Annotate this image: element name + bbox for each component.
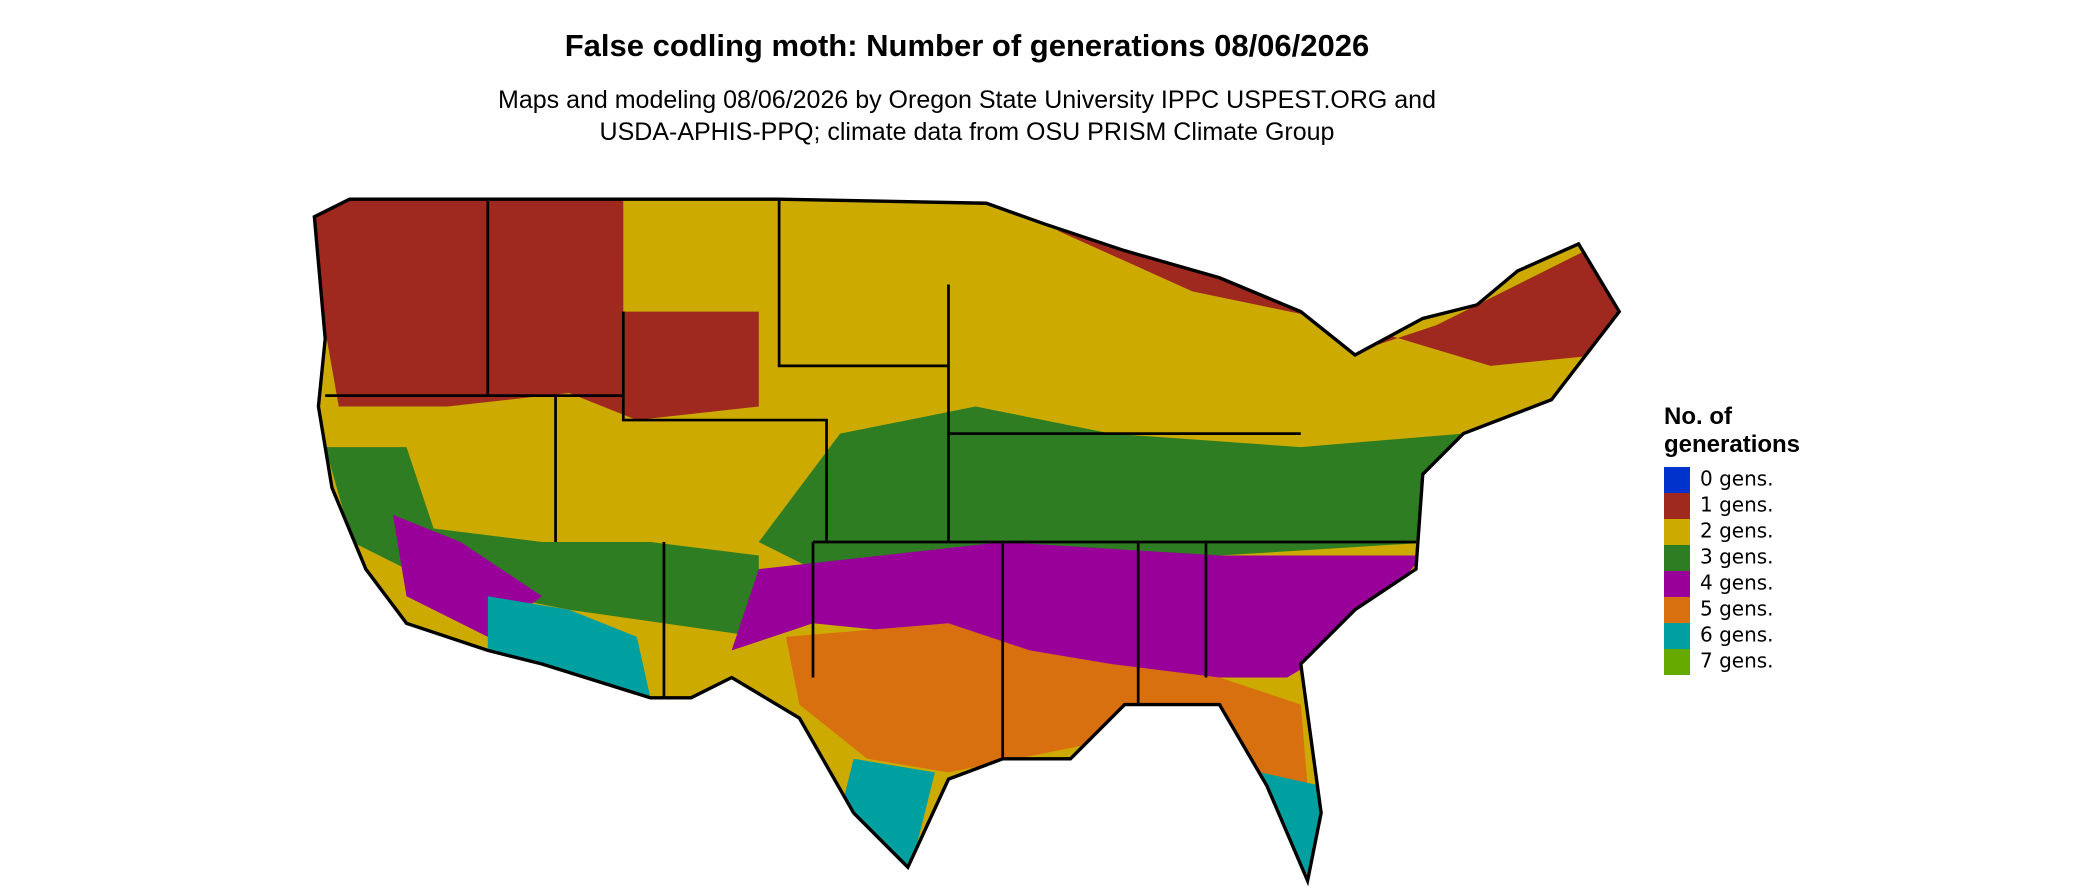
legend-label: 5 gens. [1700,597,1774,621]
legend-swatch [1664,571,1690,597]
legend-label: 1 gens. [1700,493,1774,517]
legend-title: generations [1664,431,1800,458]
legend-label: 0 gens. [1700,467,1774,491]
legend-label: 3 gens. [1700,545,1774,569]
legend-label: 7 gens. [1700,649,1774,673]
legend-swatch [1664,545,1690,571]
us-map [312,197,1622,887]
map-region [1260,772,1322,881]
legend-swatch [1664,597,1690,623]
map-subtitle: Maps and modeling 08/06/2026 by Oregon S… [498,86,1436,114]
map-region [314,199,759,421]
map-subtitle: USDA-APHIS-PPQ; climate data from OSU PR… [600,118,1335,146]
legend-swatch [1664,519,1690,545]
legend: 0 gens.1 gens.2 gens.3 gens.4 gens.5 gen… [1664,467,1774,675]
map-title: False codling moth: Number of generation… [565,28,1370,63]
map-region [840,758,935,881]
us-outline [312,197,1622,887]
legend-swatch [1664,623,1690,649]
map-region [487,596,651,698]
legend-label: 4 gens. [1700,571,1774,595]
map-region [731,542,1423,678]
state-borders [325,199,1416,759]
legend-label: 6 gens. [1700,623,1774,647]
map-region [325,447,759,637]
legend-label: 2 gens. [1700,519,1774,543]
map-region [785,623,1315,868]
legend-swatch [1664,493,1690,519]
map-region [758,406,1464,570]
legend-swatch [1664,649,1690,675]
legend-swatch [1664,467,1690,493]
legend-title: No. of [1664,403,1733,430]
